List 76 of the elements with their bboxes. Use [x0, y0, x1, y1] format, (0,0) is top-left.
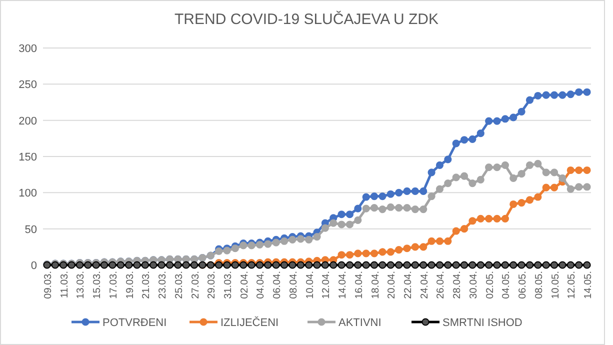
y-tick-label: 100 [18, 188, 37, 200]
x-tick-label: 04.05. [501, 271, 512, 299]
x-tick-label: 23.03. [158, 271, 169, 299]
point [542, 184, 550, 192]
y-tick-label: 0 [30, 260, 37, 272]
x-tick-label: 10.05. [550, 271, 562, 299]
x-tick-label: 10.04. [304, 271, 316, 299]
point [428, 237, 436, 245]
x-tick-label: 31.03. [223, 271, 234, 299]
point [452, 227, 460, 235]
x-tick-label: 21.03. [141, 271, 152, 299]
x-tick-label: 28.04. [452, 271, 464, 299]
point [420, 243, 428, 251]
x-tick-label: 09.03. [43, 271, 54, 299]
y-tick-label: 250 [18, 79, 37, 92]
point [526, 196, 534, 204]
point [566, 166, 574, 174]
legend-label: SMRTNI ISHOD [442, 317, 522, 329]
point [354, 250, 362, 258]
x-tick-label: 14.05. [583, 271, 594, 299]
point [534, 193, 542, 201]
legend-label: AKTIVNI [338, 317, 382, 329]
x-tick-label: 13.03. [76, 271, 87, 299]
point [510, 200, 518, 208]
x-tick-label: 24.04. [419, 271, 430, 299]
x-tick-label: 19.03. [124, 271, 136, 299]
point [518, 198, 526, 207]
x-tick-label: 02.04. [239, 271, 250, 299]
x-tick-label: 27.03. [190, 271, 202, 299]
x-tick-label: 04.04. [256, 271, 267, 299]
y-tick-label: 300 [18, 43, 37, 55]
chart-title: TREND COVID-19 SLUČAJEVA U ZDK [174, 10, 438, 28]
y-tick-label: 50 [24, 224, 37, 236]
x-tick-label: 20.04. [386, 271, 398, 299]
point [386, 248, 394, 256]
x-tick-label: 08.04. [288, 271, 300, 299]
x-tick-label: 02.05. [484, 271, 496, 299]
point [395, 246, 403, 254]
x-tick-label: 11.03. [59, 271, 70, 298]
x-tick-label: 06.05. [518, 271, 529, 299]
x-tick-label: 30.04. [468, 271, 480, 299]
x-tick-label: 26.04. [436, 271, 447, 299]
x-tick-label: 14.04. [338, 271, 349, 299]
point [460, 225, 468, 233]
point [346, 251, 354, 259]
point [468, 217, 476, 225]
legend-label: IZLIJEČENI [220, 316, 279, 329]
x-tick-label: 08.05. [534, 271, 545, 299]
y-tick-label: 150 [18, 152, 37, 164]
x-tick-label: 22.04. [403, 271, 414, 299]
x-tick-label: 16.04. [354, 271, 365, 299]
point [362, 250, 370, 258]
x-tick-label: 15.03. [92, 271, 104, 299]
x-tick-label: 29.03. [206, 271, 218, 299]
point [403, 244, 411, 252]
point [411, 243, 419, 251]
point [444, 237, 452, 245]
x-tick-label: 17.03. [108, 271, 120, 299]
x-tick-label: 25.03. [174, 271, 185, 299]
point [370, 250, 378, 258]
point [436, 237, 444, 245]
point [378, 248, 386, 256]
x-tick-label: 12.04. [321, 271, 332, 299]
legend-label: POTVRĐENI [102, 317, 167, 329]
point [583, 166, 591, 174]
x-tick-label: 18.04. [370, 271, 382, 299]
point [338, 251, 346, 259]
point [476, 214, 484, 223]
point [501, 214, 509, 223]
point [550, 184, 558, 192]
y-tick-label: 200 [18, 115, 37, 128]
point [575, 166, 583, 174]
point [485, 214, 493, 223]
x-tick-label: 12.05. [566, 271, 578, 299]
x-tick-label: 06.04. [272, 271, 284, 299]
point [493, 214, 501, 223]
